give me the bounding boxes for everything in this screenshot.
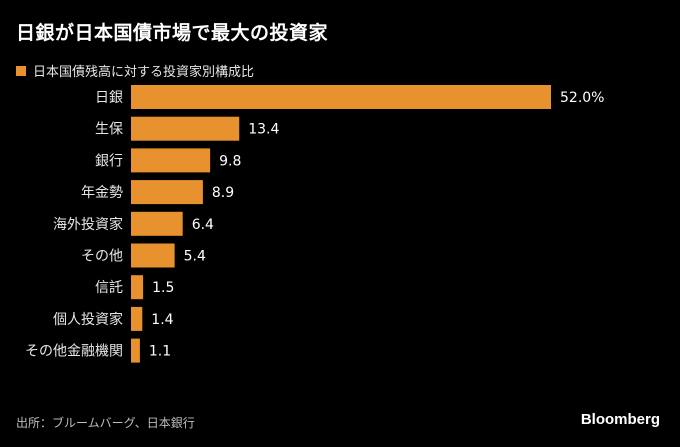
category-label: 信託 [95, 280, 123, 296]
category-label: 日銀 [95, 90, 123, 106]
bar [131, 211, 183, 236]
category-label: 個人投資家 [53, 311, 123, 328]
value-label: 1.5 [152, 280, 174, 296]
value-label: 1.4 [151, 312, 173, 328]
value-label: 9.8 [219, 153, 241, 169]
bar [131, 306, 143, 331]
legend-swatch [16, 65, 26, 76]
bar [131, 85, 551, 109]
bar [131, 338, 140, 363]
value-label: 1.1 [149, 344, 171, 360]
value-label: 13.4 [248, 122, 279, 138]
category-label: 銀行 [95, 153, 123, 169]
category-label: 生保 [95, 122, 123, 138]
value-label: 5.4 [184, 249, 206, 265]
category-label: 年金勢 [81, 185, 123, 201]
bar [131, 275, 144, 300]
value-label: 8.9 [212, 185, 234, 201]
category-label: その他金融機関 [25, 344, 123, 360]
bar [131, 180, 203, 205]
value-label: 52.0% [560, 90, 604, 106]
legend-label: 日本国債残高に対する投資家別構成比 [33, 65, 255, 80]
bar [131, 116, 240, 141]
value-label: 6.4 [192, 217, 214, 233]
bloomberg-logo: Bloomberg [580, 411, 660, 428]
category-label: 海外投資家 [53, 216, 123, 233]
bar [131, 148, 211, 173]
chart-title: 日銀が日本国債市場で最大の投資家 [16, 22, 329, 44]
bar [131, 243, 175, 268]
source-note: 出所：ブルームバーグ、日本銀行 [16, 416, 195, 430]
legend: 日本国債残高に対する投資家別構成比 [16, 61, 254, 80]
category-label: その他 [81, 249, 123, 265]
